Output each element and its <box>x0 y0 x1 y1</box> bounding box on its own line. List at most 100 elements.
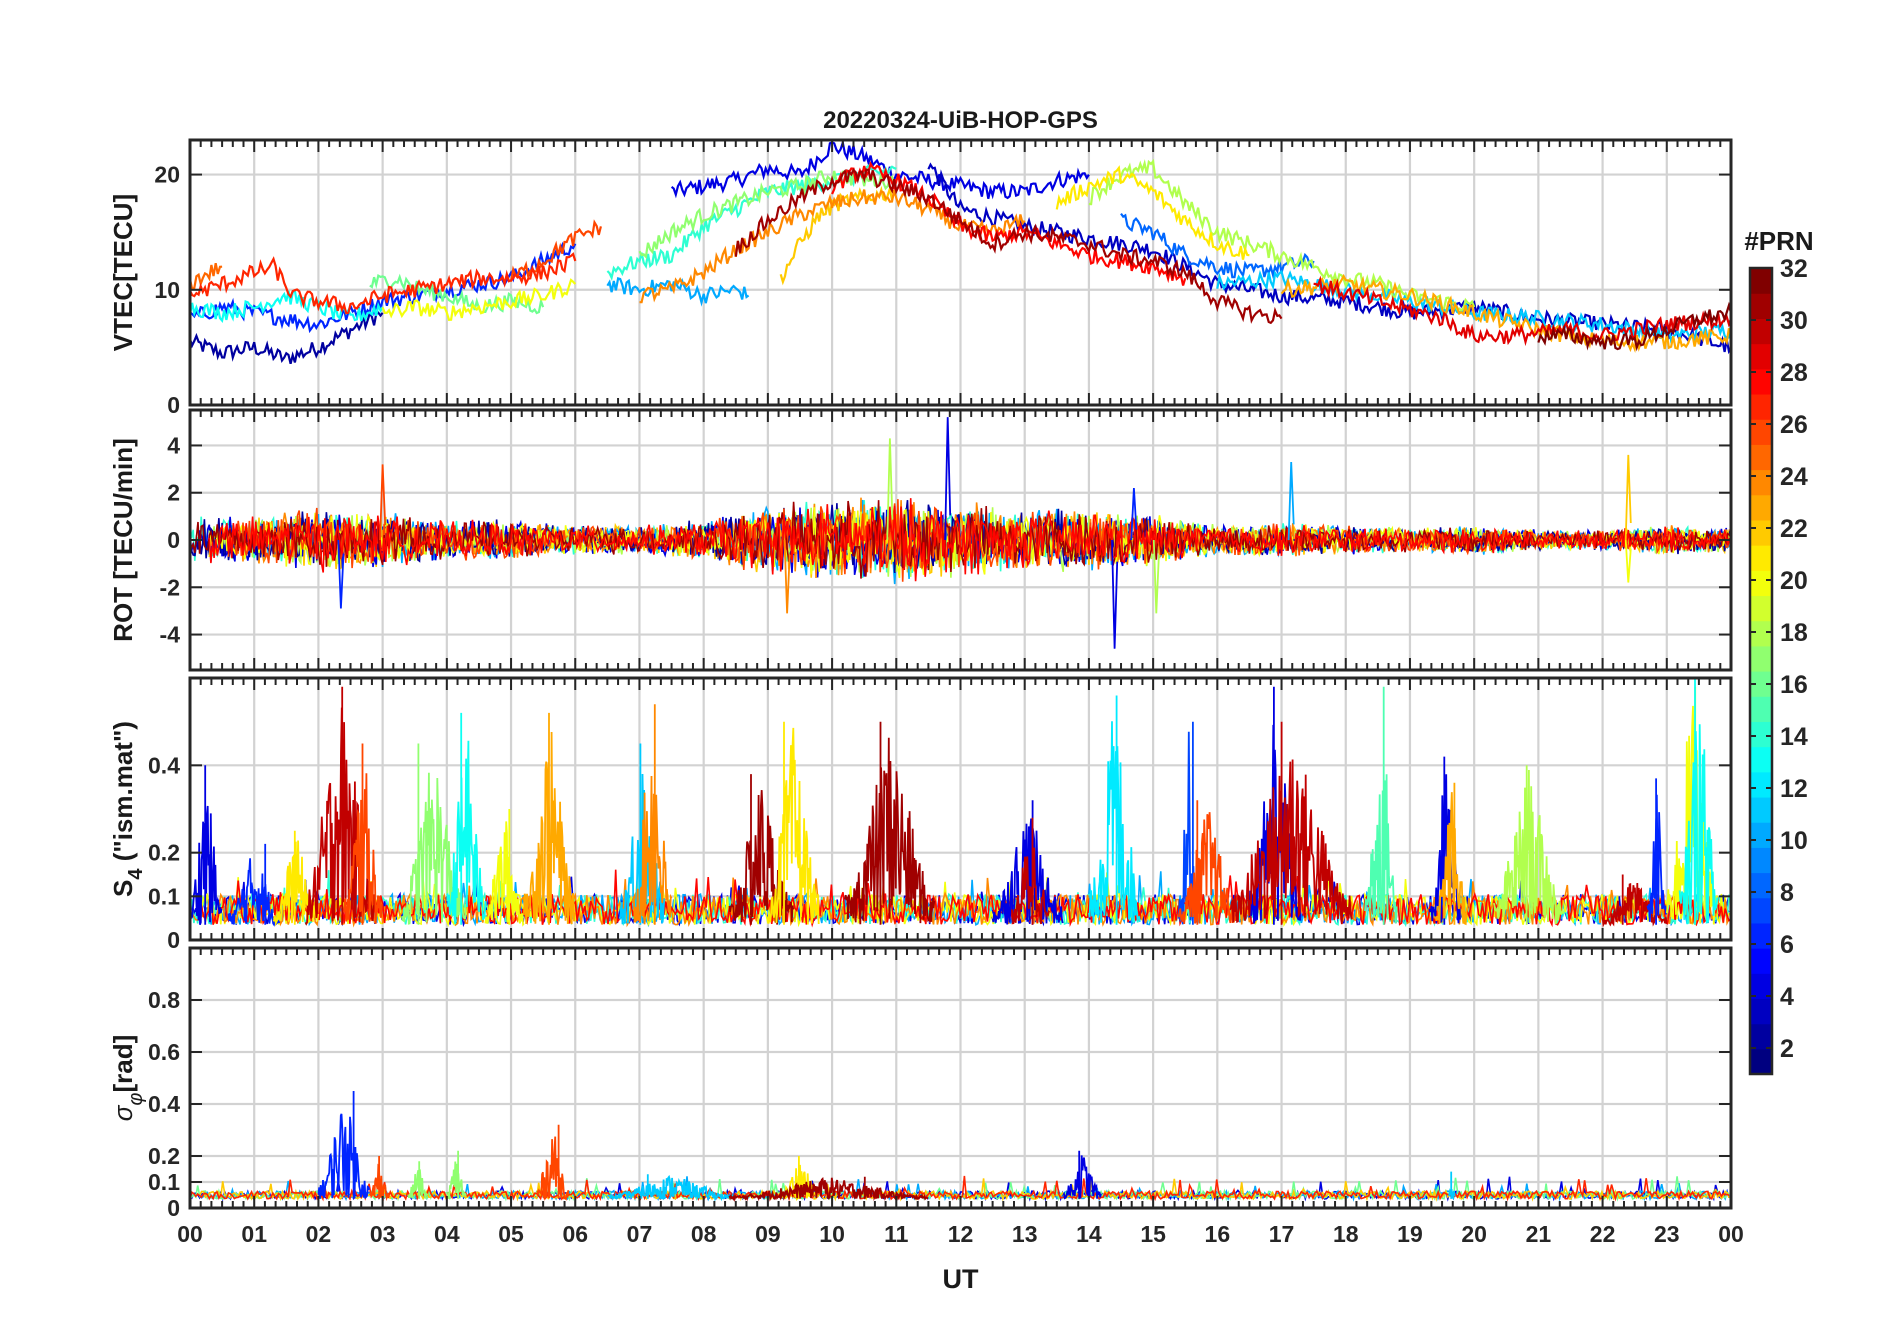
y-tick-label: 2 <box>167 480 180 506</box>
colorbar-segment <box>1750 746 1772 773</box>
sigphi-floor-prn-22 <box>198 1178 1730 1202</box>
colorbar-segment <box>1750 948 1772 974</box>
y-axis-label-sigphi: σφ[rad] <box>108 1035 147 1122</box>
colorbar-segment <box>1750 368 1772 395</box>
s4-burst-prn-23 <box>523 712 576 925</box>
sigphi-burst-prn-17 <box>407 1161 429 1199</box>
axes-layer <box>188 138 1733 1210</box>
x-tick-label: 13 <box>1012 1221 1038 1247</box>
sigphi-burst-prn-26 <box>536 1124 570 1201</box>
colorbar-segment <box>1750 671 1772 697</box>
x-tick-label: 09 <box>755 1221 781 1247</box>
vtec-series-prn-16 <box>369 273 545 315</box>
colorbar-segment <box>1750 973 1772 1000</box>
colorbar-segment <box>1750 419 1772 445</box>
x-tick-label: 14 <box>1076 1221 1102 1247</box>
colorbar-segment <box>1750 494 1772 521</box>
x-tick-label: 04 <box>434 1221 460 1247</box>
y-tick-label: 0.4 <box>148 752 180 778</box>
s4-burst-prn-21 <box>767 721 820 925</box>
x-tick-label: 03 <box>370 1221 396 1247</box>
colorbar-tick-label: 12 <box>1780 775 1808 803</box>
s4-burst-prn-23 <box>1434 782 1469 926</box>
colorbar-segment <box>1750 822 1772 848</box>
y-tick-label: 4 <box>167 432 180 458</box>
axes-rot <box>188 408 1733 672</box>
y-tick-label: 0.2 <box>148 840 180 866</box>
sigphi-burst-prn-11 <box>607 1174 736 1202</box>
x-tick-label: 07 <box>627 1221 653 1247</box>
rot-series-prn-28 <box>208 498 1731 582</box>
vtec-series-prn-28 <box>831 160 1187 286</box>
axes-s4 <box>188 676 1733 942</box>
colorbar-segment <box>1750 293 1772 319</box>
panel-vtec <box>188 140 1733 407</box>
colorbar-segment <box>1750 721 1772 748</box>
series-group <box>190 1091 1730 1203</box>
panel-sigphi <box>188 948 1733 1210</box>
rot-spike-prn-4 <box>944 417 952 541</box>
x-tick-label: 08 <box>691 1221 717 1247</box>
colorbar-segment <box>1750 1048 1772 1075</box>
y-tick-label: 0.1 <box>148 1169 180 1195</box>
x-tick-label: 00 <box>1718 1221 1744 1247</box>
y-axis-label-s4: S4 ("ism.mat") <box>108 721 147 897</box>
colorbar-tick-label: 18 <box>1780 619 1808 647</box>
colorbar-segment <box>1750 847 1772 874</box>
s4-burst-prn-31 <box>728 774 795 925</box>
vtec-series-prn-21 <box>1055 165 1250 260</box>
colorbar-segment <box>1750 796 1772 823</box>
vtec-series-prn-10 <box>606 277 750 307</box>
y-tick-label: 0 <box>167 1195 180 1221</box>
s4-burst-prn-12 <box>1088 695 1141 925</box>
colorbar-tick-label: 10 <box>1780 827 1808 855</box>
axes-vtec <box>188 138 1733 407</box>
colorbar-title: #PRN <box>1744 226 1813 256</box>
colorbar-tick-label: 26 <box>1780 411 1808 439</box>
rot-spike-prn-6 <box>337 539 345 609</box>
colorbar-tick-label: 20 <box>1780 567 1808 595</box>
vtec-series-prn-2 <box>190 310 384 364</box>
vtec-series-prn-20 <box>381 278 577 321</box>
x-tick-label: 20 <box>1461 1221 1487 1247</box>
vtec-series-prn-26 <box>509 219 602 282</box>
x-tick-label: 05 <box>498 1221 524 1247</box>
y-tick-label: 0 <box>167 527 180 553</box>
y-tick-label: -4 <box>160 622 181 648</box>
rot-spike-prn-20 <box>1624 539 1632 583</box>
x-tick-label: 19 <box>1397 1221 1423 1247</box>
colorbar-segment <box>1750 771 1772 798</box>
x-tick-label: 00 <box>177 1221 203 1247</box>
x-tick-label: 21 <box>1526 1221 1552 1247</box>
y-tick-label: 0 <box>167 927 180 953</box>
s4-burst-prn-30 <box>1011 817 1051 925</box>
colorbar-segment <box>1750 620 1772 647</box>
y-tick-label: -2 <box>160 574 180 600</box>
colorbar-segment <box>1750 645 1772 672</box>
s4-burst-prn-6 <box>227 843 281 927</box>
colorbar-segment <box>1750 545 1772 571</box>
colorbar-tick-label: 4 <box>1780 983 1794 1011</box>
s4-burst-prn-13 <box>446 712 487 925</box>
colorbar-segment <box>1750 922 1772 949</box>
s4-burst-prn-13 <box>1678 678 1719 925</box>
y-tick-label: 0.1 <box>148 883 180 909</box>
s4-burst-prn-26 <box>343 743 383 925</box>
colorbar-tick-label: 2 <box>1780 1035 1794 1063</box>
vtec-series-prn-4 <box>670 140 1090 200</box>
sigphi-burst-prn-11 <box>1447 1171 1456 1201</box>
vtec-series-prn-27 <box>190 252 577 315</box>
s4-burst-prn-30 <box>304 686 377 926</box>
y-tick-label: 0.6 <box>148 1039 180 1065</box>
colorbar-segment <box>1750 872 1772 899</box>
x-tick-label: 02 <box>306 1221 332 1247</box>
text-layer: 20220324-UiB-HOP-GPS UT #PRN 01020VTEC[T… <box>108 107 1814 1294</box>
colorbar-segment <box>1750 570 1772 597</box>
s4-burst-prn-4 <box>190 765 223 925</box>
s4-burst-prn-26 <box>1177 800 1237 925</box>
s4-burst-prn-18 <box>1492 765 1565 925</box>
colorbar-segment <box>1750 595 1772 622</box>
vtec-series-prn-6 <box>190 241 577 334</box>
colorbar-segment <box>1750 469 1772 496</box>
